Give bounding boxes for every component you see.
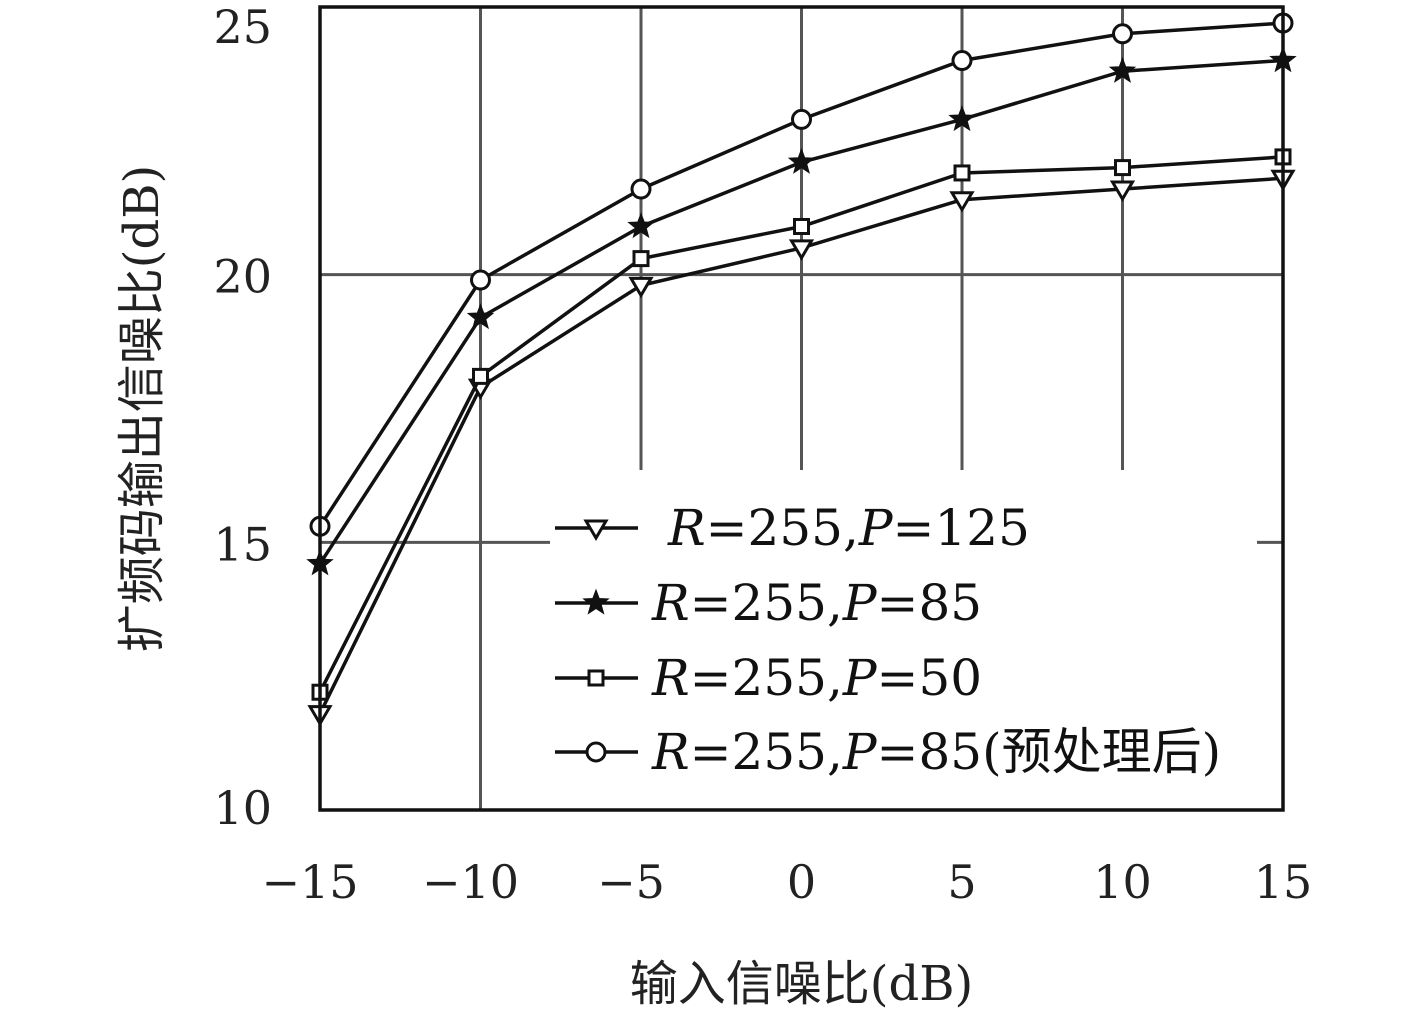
x-axis-label: 输入信噪比(dB) (630, 956, 973, 1012)
data-point (1112, 23, 1133, 45)
data-point (793, 217, 810, 235)
x-tick-label: −10 (422, 855, 519, 909)
series-triangle-down (307, 169, 1296, 727)
data-point (787, 147, 816, 174)
data-point (951, 50, 973, 72)
data-point (628, 276, 654, 299)
data-point (788, 239, 815, 261)
x-tick-label: 10 (1093, 855, 1152, 909)
x-tick-label: 5 (947, 855, 976, 909)
grid-lines (320, 7, 1283, 810)
series-square (311, 148, 1292, 701)
legend-marker (582, 588, 610, 615)
x-tick-label: 15 (1254, 855, 1313, 909)
x-tick-label: −5 (597, 855, 665, 909)
y-axis-label: 扩频码输出信噪比(dB) (114, 165, 170, 652)
data-point (470, 269, 491, 291)
axis-ticks: −15 −10 −5 0 5 10 15 10 15 20 25 (213, 0, 1312, 909)
data-point (1108, 56, 1137, 83)
legend-marker (583, 519, 609, 541)
legend-entry: R=255,P=50 (555, 649, 982, 707)
y-tick-label: 15 (213, 517, 272, 571)
data-point (1109, 180, 1136, 202)
data-point (948, 105, 976, 132)
data-point (1114, 159, 1131, 177)
data-point (466, 303, 495, 330)
plot-frame (318, 5, 1285, 812)
legend-entry: R=255,P=85(预处理后) (555, 723, 1221, 781)
legend-marker (587, 669, 605, 687)
y-tick-label: 25 (213, 0, 272, 54)
legend-label: R=255,P=50 (651, 649, 982, 707)
data-point (632, 250, 650, 268)
data-point (627, 212, 655, 239)
data-point (953, 164, 971, 182)
y-tick-label: 10 (213, 781, 272, 835)
data-point (949, 191, 975, 213)
x-tick-label: −15 (261, 855, 358, 909)
data-point (630, 178, 652, 200)
legend-entry: R=255,P=125 (555, 499, 1030, 557)
legend: R=255,P=125 R=255,P=85 R=255,P=50 R=255,P=8… (555, 499, 1221, 781)
data-point (791, 108, 812, 130)
data-point (472, 367, 489, 385)
legend-label: R=255,P=85(预处理后) (651, 723, 1221, 781)
legend-marker (585, 741, 607, 763)
legend-label: R=255,P=85 (651, 574, 982, 632)
legend-entry: R=255,P=85 (555, 574, 982, 632)
legend-label: R=255,P=125 (667, 499, 1030, 557)
y-tick-label: 20 (213, 250, 272, 304)
x-tick-label: 0 (787, 855, 816, 909)
